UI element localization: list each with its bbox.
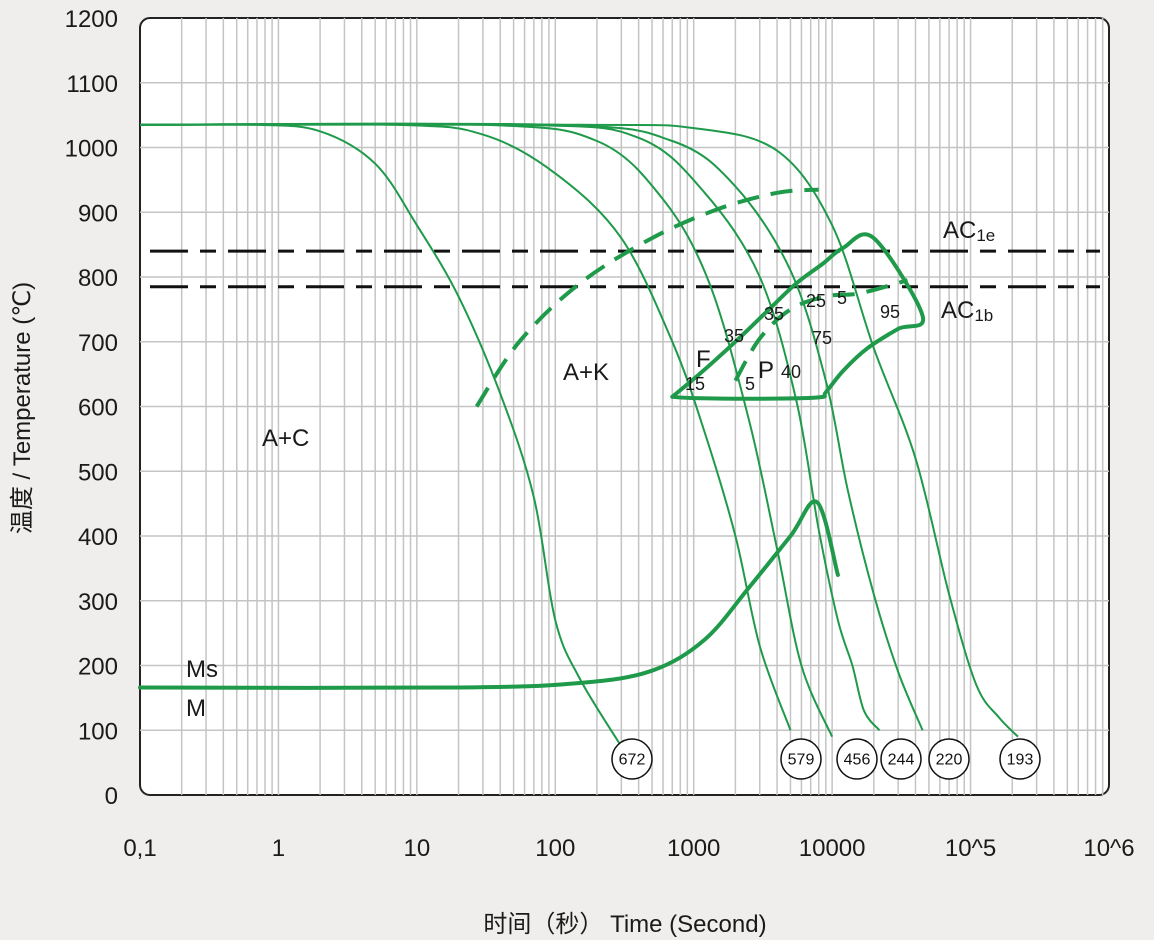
percentage-label: 95 [880,302,900,322]
y-tick-labels: 0 100 200 300 400 500 600 700 800 900 1000 1100 1200 [65,6,118,810]
hardness-value: 193 [1007,752,1034,769]
y-tick-label: 100 [78,718,118,745]
percentage-label: 15 [685,374,705,394]
hardness-bubble-244: 244 [880,738,922,780]
x-tick-label: 10^5 [945,835,996,862]
y-tick-label: 400 [78,524,118,551]
hardness-bubble-circle [928,738,970,780]
percentage-label: 25 [806,291,826,311]
region-label-ms: Ms [186,656,218,683]
transformation-curve-a-k-region [670,232,926,401]
x-tick-labels: 0,1 1 10 100 1000 10000 10^5 10^6 [123,835,1134,862]
percentage-label: 75 [812,328,832,348]
hardness-bubble-579: 579 [780,738,822,780]
reference-label-ac1b: AC1b [941,297,993,325]
hardness-bubble-circle [836,738,878,780]
x-tick-label: 10 [404,835,431,862]
transformation-curve-ps [474,187,819,408]
y-tick-label: 700 [78,330,118,357]
region-label-f: F [696,346,711,373]
x-tick-label: 1 [272,835,285,862]
hardness-bubble-220: 220 [928,738,970,780]
hardness-labels: 672 579 456 244 220 193 [611,738,1041,780]
hardness-value: 579 [788,752,815,769]
y-tick-label: 600 [78,395,118,422]
x-axis-title: 时间（秒） Time (Second) [483,911,766,938]
y-tick-label: 1100 [66,71,118,98]
region-label-m: M [186,695,206,722]
y-tick-label: 1000 [65,136,118,163]
grid-lines [140,18,1109,795]
cooling-curve-672 [139,123,623,747]
transformation-curves [138,187,926,690]
reference-label-ac1e: AC1e [943,217,995,245]
percentage-label: 35 [724,326,744,346]
x-tick-label: 100 [535,835,575,862]
y-tick-label: 1200 [65,6,118,33]
hardness-value: 244 [888,752,915,769]
hardness-value: 672 [619,752,646,769]
y-tick-label: 500 [78,459,118,486]
y-tick-label: 200 [78,654,118,681]
y-tick-label: 900 [78,200,118,227]
percentage-label: 35 [764,304,784,324]
y-axis-title: 温度 / Temperature (℃) [9,282,36,534]
hardness-bubble-circle [880,738,922,780]
y-tick-label: 800 [78,265,118,292]
hardness-bubble-circle [999,738,1041,780]
x-tick-label: 0,1 [123,835,156,862]
region-label-a-k: A+K [563,359,609,386]
cooling-curve-193 [139,123,1019,738]
percentage-label: 5 [837,288,847,308]
hardness-bubble-circle [611,738,653,780]
transformation-curve-pf [733,278,909,382]
x-tick-label: 10^6 [1083,835,1134,862]
hardness-bubble-456: 456 [836,738,878,780]
y-tick-label: 300 [78,589,118,616]
hardness-bubble-672: 672 [611,738,653,780]
y-tick-label: 0 [105,783,118,810]
cooling-curves [139,122,1019,747]
x-tick-label: 1000 [667,835,720,862]
percentage-label: 40 [781,362,801,382]
x-tick-label: 10000 [799,835,866,862]
hardness-value: 456 [844,752,871,769]
percentage-label: 5 [745,374,755,394]
region-label-a-c: A+C [262,425,309,452]
hardness-bubble-193: 193 [999,738,1041,780]
hardness-value: 220 [936,752,963,769]
transformation-curve-ms [138,499,840,690]
hardness-bubble-circle [780,738,822,780]
region-label-p: P [758,357,774,384]
